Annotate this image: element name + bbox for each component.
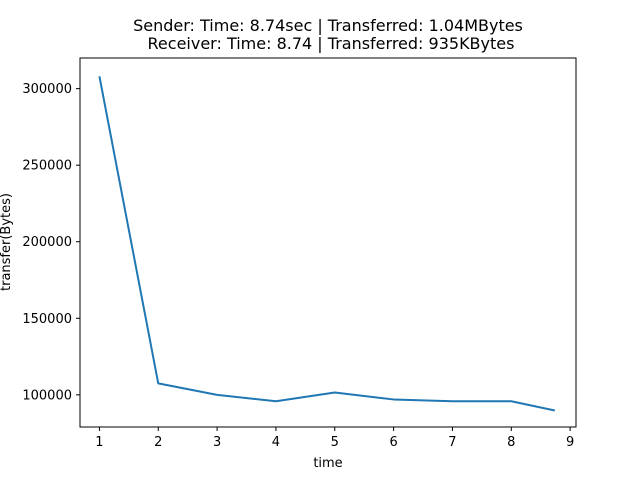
- x-tick-label-9: 9: [566, 435, 574, 450]
- y-tick-label-300000: 300000: [22, 82, 72, 97]
- x-tick-label-3: 3: [213, 435, 221, 450]
- chart-title-line-2: Receiver: Time: 8.74 | Transferred: 935K…: [148, 34, 515, 53]
- x-tick-label-8: 8: [507, 435, 515, 450]
- series-line-0: [98, 76, 556, 412]
- x-tick-label-6: 6: [389, 435, 397, 450]
- x-axis-label: time: [313, 456, 342, 471]
- x-tick-label-1: 1: [95, 435, 103, 450]
- y-tick-label-250000: 250000: [22, 159, 72, 174]
- y-tick-label-100000: 100000: [22, 388, 72, 403]
- x-tick-label-4: 4: [272, 435, 280, 450]
- y-axis-label: transfer(Bytes): [0, 193, 14, 291]
- y-tick-label-200000: 200000: [22, 235, 72, 250]
- x-tick-label-2: 2: [154, 435, 162, 450]
- y-tick-label-150000: 150000: [22, 312, 72, 327]
- x-tick-label-7: 7: [448, 435, 456, 450]
- plot-area: 1 2 3 4 5 6 7 8 9 100000 150000 200000 250000 300000: [22, 57, 577, 450]
- x-tick-label-5: 5: [331, 435, 339, 450]
- axes-frame: [79, 57, 577, 428]
- chart-title-line-1: Sender: Time: 8.74sec | Transferred: 1.0…: [133, 16, 523, 35]
